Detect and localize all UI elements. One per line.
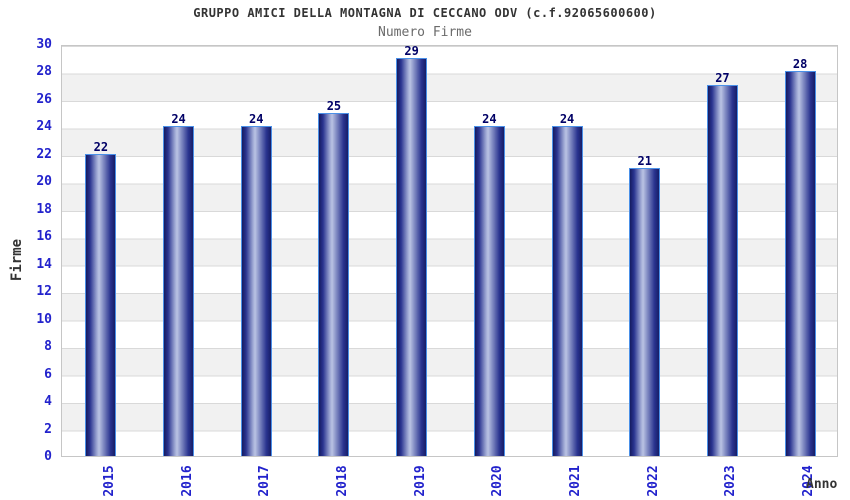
bar-value-label: 24 bbox=[171, 112, 186, 127]
x-tick-label-2019: 2019 bbox=[412, 465, 428, 497]
bar-2020 bbox=[473, 126, 505, 456]
chart-title: GRUPPO AMICI DELLA MONTAGNA DI CECCANO O… bbox=[193, 6, 657, 20]
x-tick-label-2017: 2017 bbox=[257, 465, 273, 497]
bar-value-label: 24 bbox=[249, 112, 264, 127]
bar-value-label: 27 bbox=[715, 71, 730, 86]
y-tick-label: 28 bbox=[36, 64, 52, 80]
y-tick-label: 22 bbox=[36, 146, 52, 162]
bar-value-label: 21 bbox=[637, 153, 652, 168]
y-axis-title: Firme bbox=[9, 238, 25, 282]
plot-area: 22 24 24 25 29 24 24 21 27 28 bbox=[61, 43, 838, 457]
bar-2024 bbox=[784, 71, 816, 456]
bar-2015 bbox=[85, 153, 117, 456]
bar-value-label: 25 bbox=[326, 98, 342, 113]
y-tick-label: 10 bbox=[36, 311, 52, 327]
x-tick-label-2018: 2018 bbox=[334, 465, 350, 497]
bar-2022 bbox=[629, 167, 661, 456]
bar-value-label: 22 bbox=[93, 139, 109, 154]
y-tick-label: 8 bbox=[44, 339, 52, 355]
bar-2018 bbox=[318, 112, 350, 456]
x-tick-label-2015: 2015 bbox=[101, 465, 117, 497]
bar-2019 bbox=[396, 57, 428, 456]
x-tick-label-2023: 2023 bbox=[723, 465, 739, 497]
x-tick-label-2022: 2022 bbox=[645, 465, 661, 497]
x-tick-label-2016: 2016 bbox=[179, 465, 195, 497]
y-axis: 0 2 4 6 8 10 12 14 16 18 20 22 24 26 28 30 bbox=[0, 37, 52, 464]
y-tick-label: 26 bbox=[36, 91, 52, 107]
bar-2017 bbox=[240, 126, 272, 456]
x-tick-label-2021: 2021 bbox=[568, 465, 584, 497]
y-tick-label: 14 bbox=[36, 256, 52, 272]
y-tick-label: 4 bbox=[44, 394, 52, 410]
y-tick-label: 0 bbox=[44, 449, 52, 464]
bar-2016 bbox=[163, 126, 195, 456]
y-tick-label: 18 bbox=[36, 201, 52, 217]
y-tick-label: 24 bbox=[36, 119, 52, 135]
y-tick-label: 6 bbox=[44, 366, 52, 382]
y-tick-label: 16 bbox=[36, 229, 52, 245]
bar-value-label: 28 bbox=[792, 57, 808, 72]
y-tick-label: 20 bbox=[36, 174, 52, 190]
bar-value-label: 24 bbox=[482, 112, 497, 127]
y-tick-label: 12 bbox=[36, 284, 52, 300]
bar-value-label: 29 bbox=[404, 43, 419, 58]
y-tick-label: 2 bbox=[44, 421, 52, 437]
bar-2021 bbox=[551, 126, 583, 456]
y-tick-label: 30 bbox=[36, 37, 52, 52]
x-axis: 2015 2016 2017 2018 2019 2020 2021 2022 2023 2024 bbox=[61, 462, 838, 500]
bar-2023 bbox=[706, 85, 738, 456]
chart-subtitle: Numero Firme bbox=[378, 25, 472, 40]
x-tick-label-2020: 2020 bbox=[490, 465, 506, 497]
x-axis-title: Anno bbox=[806, 477, 838, 492]
bar-value-label: 24 bbox=[559, 112, 575, 127]
